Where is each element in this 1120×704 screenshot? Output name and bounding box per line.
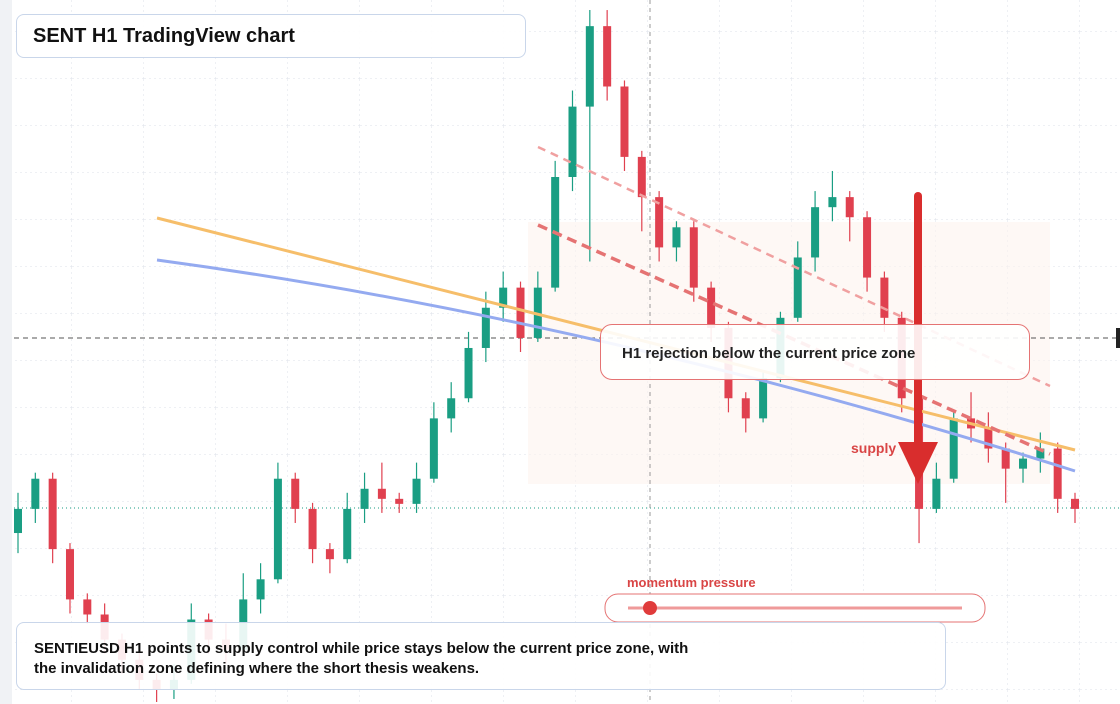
candle-body <box>447 398 456 419</box>
arrow-head <box>898 442 938 484</box>
candle-body <box>499 287 508 308</box>
candle-body <box>880 277 889 318</box>
candle-body <box>949 418 958 479</box>
price-tag <box>1116 328 1120 348</box>
candle-body <box>741 398 750 419</box>
candle-body <box>395 498 404 504</box>
supply-label: supply <box>851 440 896 456</box>
candle-body <box>984 428 993 449</box>
candle-body <box>637 156 646 198</box>
candle-body <box>585 26 594 107</box>
candle-body <box>377 488 386 499</box>
candle-body <box>343 508 352 560</box>
candle-body <box>481 307 490 348</box>
summary-line: SENTIEUSD H1 points to supply control wh… <box>34 640 689 657</box>
callout: H1 rejection below the current price zon… <box>622 345 916 362</box>
channel-top <box>537 145 1051 388</box>
candle-body <box>845 197 854 218</box>
candle-body <box>793 257 802 318</box>
candle-body <box>273 478 282 580</box>
summary-line: the invalidation zone defining where the… <box>34 660 480 677</box>
candle-body <box>464 347 473 399</box>
candle-body <box>1036 448 1045 459</box>
candle-body <box>568 106 577 178</box>
candle-body <box>1001 448 1010 469</box>
candle-body <box>14 508 22 534</box>
candle-body <box>603 26 612 87</box>
candle-body <box>811 207 820 258</box>
candle-body <box>1071 498 1079 509</box>
candle-body <box>256 579 265 600</box>
candle-body <box>655 197 664 248</box>
candle-body <box>291 478 300 509</box>
candle-body <box>31 478 40 509</box>
candle-body <box>828 197 837 208</box>
momentum-knob <box>643 601 657 615</box>
momentum-label: momentum pressure <box>627 575 756 590</box>
callout-box: H1 rejection below the current price zon… <box>600 324 1030 380</box>
title-box: SENT H1 TradingView chart <box>16 14 526 58</box>
summary-box: SENTIEUSD H1 points to supply control wh… <box>16 622 946 690</box>
candle-body <box>83 599 92 615</box>
left-edge <box>0 0 12 704</box>
candle-body <box>863 217 872 278</box>
candle-body <box>429 418 438 479</box>
candle-body <box>412 478 421 504</box>
candle-body <box>759 378 768 419</box>
candle-body <box>325 549 334 560</box>
candle-body <box>689 227 698 288</box>
candle-body <box>1053 448 1062 499</box>
candle-body <box>707 287 716 328</box>
title: SENT H1 TradingView chart <box>33 25 295 47</box>
candle-body <box>1019 458 1028 469</box>
candle-body <box>516 287 525 338</box>
candle-body <box>360 488 369 509</box>
candle-body <box>672 227 681 248</box>
candle-body <box>620 86 629 157</box>
candle-body <box>932 478 941 509</box>
candle-body <box>308 508 317 550</box>
candle-body <box>65 549 74 600</box>
candle-body <box>48 478 57 550</box>
